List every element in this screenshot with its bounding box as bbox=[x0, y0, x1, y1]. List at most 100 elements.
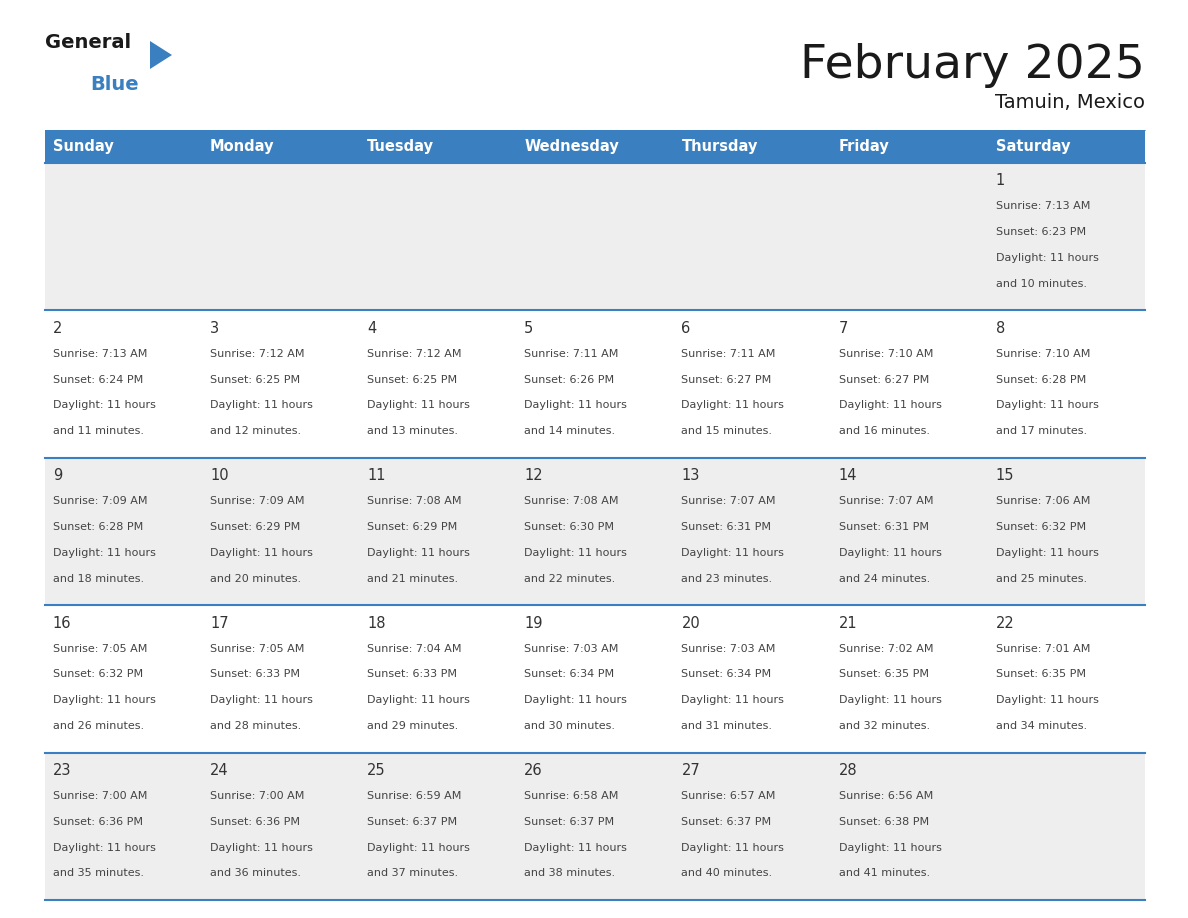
Text: 17: 17 bbox=[210, 615, 228, 631]
Polygon shape bbox=[150, 41, 172, 69]
Text: Friday: Friday bbox=[839, 139, 890, 154]
Text: Sunrise: 7:02 AM: Sunrise: 7:02 AM bbox=[839, 644, 933, 654]
Text: and 25 minutes.: and 25 minutes. bbox=[996, 574, 1087, 584]
Text: Sunrise: 7:03 AM: Sunrise: 7:03 AM bbox=[682, 644, 776, 654]
Text: Sunset: 6:35 PM: Sunset: 6:35 PM bbox=[839, 669, 929, 679]
Text: and 12 minutes.: and 12 minutes. bbox=[210, 426, 301, 436]
Text: Sunset: 6:37 PM: Sunset: 6:37 PM bbox=[682, 817, 771, 827]
Text: Daylight: 11 hours: Daylight: 11 hours bbox=[524, 695, 627, 705]
Text: Daylight: 11 hours: Daylight: 11 hours bbox=[682, 695, 784, 705]
Text: Thursday: Thursday bbox=[682, 139, 758, 154]
Text: Daylight: 11 hours: Daylight: 11 hours bbox=[839, 843, 941, 853]
Text: and 18 minutes.: and 18 minutes. bbox=[52, 574, 144, 584]
Text: Daylight: 11 hours: Daylight: 11 hours bbox=[210, 400, 312, 410]
Text: Sunday: Sunday bbox=[52, 139, 114, 154]
Bar bbox=[45, 163, 1145, 310]
Text: Daylight: 11 hours: Daylight: 11 hours bbox=[996, 253, 1099, 263]
Text: Sunset: 6:27 PM: Sunset: 6:27 PM bbox=[682, 375, 772, 385]
Text: General: General bbox=[45, 33, 131, 52]
Text: Tuesday: Tuesday bbox=[367, 139, 434, 154]
Text: Daylight: 11 hours: Daylight: 11 hours bbox=[210, 548, 312, 558]
Text: and 40 minutes.: and 40 minutes. bbox=[682, 868, 772, 879]
Text: 8: 8 bbox=[996, 320, 1005, 336]
Text: and 34 minutes.: and 34 minutes. bbox=[996, 721, 1087, 731]
Text: and 10 minutes.: and 10 minutes. bbox=[996, 279, 1087, 288]
Text: Sunrise: 7:00 AM: Sunrise: 7:00 AM bbox=[52, 791, 147, 800]
Text: and 14 minutes.: and 14 minutes. bbox=[524, 426, 615, 436]
Text: and 20 minutes.: and 20 minutes. bbox=[210, 574, 301, 584]
Text: Sunset: 6:35 PM: Sunset: 6:35 PM bbox=[996, 669, 1086, 679]
Text: and 23 minutes.: and 23 minutes. bbox=[682, 574, 772, 584]
Text: Sunrise: 7:08 AM: Sunrise: 7:08 AM bbox=[524, 496, 619, 506]
Text: 16: 16 bbox=[52, 615, 71, 631]
Text: Sunrise: 7:10 AM: Sunrise: 7:10 AM bbox=[839, 349, 933, 359]
Text: 23: 23 bbox=[52, 763, 71, 778]
Text: and 41 minutes.: and 41 minutes. bbox=[839, 868, 930, 879]
Bar bbox=[45, 130, 1145, 163]
Text: 27: 27 bbox=[682, 763, 700, 778]
Text: 20: 20 bbox=[682, 615, 700, 631]
Text: Sunset: 6:23 PM: Sunset: 6:23 PM bbox=[996, 227, 1086, 237]
Text: 19: 19 bbox=[524, 615, 543, 631]
Text: Daylight: 11 hours: Daylight: 11 hours bbox=[839, 400, 941, 410]
Text: Daylight: 11 hours: Daylight: 11 hours bbox=[996, 400, 1099, 410]
Text: 9: 9 bbox=[52, 468, 62, 483]
Text: Sunrise: 7:11 AM: Sunrise: 7:11 AM bbox=[524, 349, 619, 359]
Text: 2: 2 bbox=[52, 320, 62, 336]
Text: Sunrise: 7:13 AM: Sunrise: 7:13 AM bbox=[996, 201, 1091, 211]
Text: 24: 24 bbox=[210, 763, 228, 778]
Text: Daylight: 11 hours: Daylight: 11 hours bbox=[52, 843, 156, 853]
Text: Sunrise: 7:05 AM: Sunrise: 7:05 AM bbox=[52, 644, 147, 654]
Text: 26: 26 bbox=[524, 763, 543, 778]
Text: 1: 1 bbox=[996, 174, 1005, 188]
Text: Sunrise: 6:56 AM: Sunrise: 6:56 AM bbox=[839, 791, 933, 800]
Text: Sunrise: 7:03 AM: Sunrise: 7:03 AM bbox=[524, 644, 619, 654]
Text: Wednesday: Wednesday bbox=[524, 139, 619, 154]
Text: Daylight: 11 hours: Daylight: 11 hours bbox=[524, 400, 627, 410]
Text: Sunrise: 7:08 AM: Sunrise: 7:08 AM bbox=[367, 496, 462, 506]
Text: Sunset: 6:30 PM: Sunset: 6:30 PM bbox=[524, 522, 614, 532]
Text: Monday: Monday bbox=[210, 139, 274, 154]
Text: Sunset: 6:26 PM: Sunset: 6:26 PM bbox=[524, 375, 614, 385]
Text: Sunrise: 7:10 AM: Sunrise: 7:10 AM bbox=[996, 349, 1091, 359]
Text: Sunrise: 7:12 AM: Sunrise: 7:12 AM bbox=[210, 349, 304, 359]
Text: Daylight: 11 hours: Daylight: 11 hours bbox=[682, 548, 784, 558]
Text: Sunrise: 7:13 AM: Sunrise: 7:13 AM bbox=[52, 349, 147, 359]
Text: Saturday: Saturday bbox=[996, 139, 1070, 154]
Text: Sunset: 6:27 PM: Sunset: 6:27 PM bbox=[839, 375, 929, 385]
Text: Daylight: 11 hours: Daylight: 11 hours bbox=[367, 400, 470, 410]
Text: Daylight: 11 hours: Daylight: 11 hours bbox=[367, 695, 470, 705]
Text: Sunset: 6:28 PM: Sunset: 6:28 PM bbox=[996, 375, 1086, 385]
Text: Sunset: 6:36 PM: Sunset: 6:36 PM bbox=[210, 817, 301, 827]
Text: 10: 10 bbox=[210, 468, 228, 483]
Text: Daylight: 11 hours: Daylight: 11 hours bbox=[210, 843, 312, 853]
Text: 14: 14 bbox=[839, 468, 857, 483]
Bar bbox=[45, 753, 1145, 900]
Text: Sunrise: 7:06 AM: Sunrise: 7:06 AM bbox=[996, 496, 1091, 506]
Text: Sunset: 6:24 PM: Sunset: 6:24 PM bbox=[52, 375, 143, 385]
Text: 13: 13 bbox=[682, 468, 700, 483]
Text: and 28 minutes.: and 28 minutes. bbox=[210, 721, 302, 731]
Text: and 13 minutes.: and 13 minutes. bbox=[367, 426, 459, 436]
Text: and 24 minutes.: and 24 minutes. bbox=[839, 574, 930, 584]
Text: February 2025: February 2025 bbox=[801, 43, 1145, 88]
Text: 4: 4 bbox=[367, 320, 377, 336]
Text: Sunset: 6:33 PM: Sunset: 6:33 PM bbox=[210, 669, 301, 679]
Text: Sunset: 6:37 PM: Sunset: 6:37 PM bbox=[524, 817, 614, 827]
Text: Daylight: 11 hours: Daylight: 11 hours bbox=[52, 695, 156, 705]
Text: Sunset: 6:36 PM: Sunset: 6:36 PM bbox=[52, 817, 143, 827]
Text: Sunset: 6:25 PM: Sunset: 6:25 PM bbox=[210, 375, 301, 385]
Text: and 17 minutes.: and 17 minutes. bbox=[996, 426, 1087, 436]
Text: Sunrise: 7:00 AM: Sunrise: 7:00 AM bbox=[210, 791, 304, 800]
Text: Sunset: 6:31 PM: Sunset: 6:31 PM bbox=[839, 522, 929, 532]
Text: Daylight: 11 hours: Daylight: 11 hours bbox=[524, 843, 627, 853]
Text: Sunset: 6:29 PM: Sunset: 6:29 PM bbox=[210, 522, 301, 532]
Text: Daylight: 11 hours: Daylight: 11 hours bbox=[682, 400, 784, 410]
Text: 6: 6 bbox=[682, 320, 690, 336]
Text: 18: 18 bbox=[367, 615, 386, 631]
Bar bbox=[45, 310, 1145, 458]
Text: and 30 minutes.: and 30 minutes. bbox=[524, 721, 615, 731]
Text: and 16 minutes.: and 16 minutes. bbox=[839, 426, 929, 436]
Bar bbox=[45, 605, 1145, 753]
Text: 15: 15 bbox=[996, 468, 1015, 483]
